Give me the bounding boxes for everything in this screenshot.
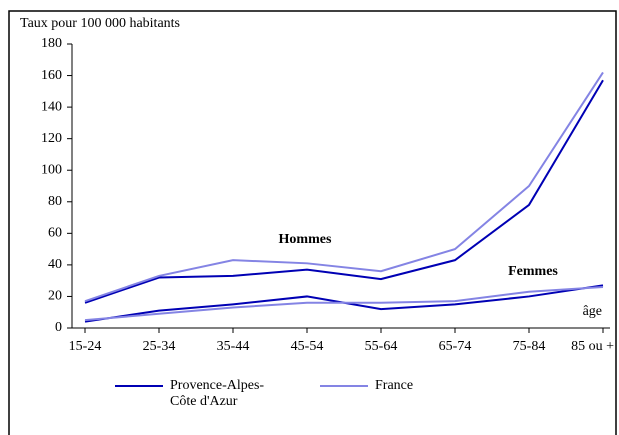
x-tick-label: 45-54: [291, 339, 324, 354]
x-tick-label: 65-74: [439, 339, 472, 354]
series-line: [84, 285, 604, 322]
series-line: [84, 71, 604, 303]
frame: [8, 10, 617, 435]
y-tick-label: 140: [41, 99, 62, 114]
x-tick-label: 75-84: [513, 339, 546, 354]
series-line: [84, 79, 604, 304]
x-tick-label: 55-64: [365, 339, 398, 354]
y-tick-label: 180: [41, 36, 62, 51]
legend-label: France: [375, 378, 414, 393]
y-tick-label: 60: [48, 226, 62, 241]
y-tick-label: 120: [41, 131, 62, 146]
x-axis-label: âge: [583, 304, 602, 319]
y-tick-label: 20: [48, 289, 62, 304]
y-tick-label: 0: [55, 320, 62, 335]
y-tick-label: 100: [41, 162, 62, 177]
y-tick-label: 160: [41, 68, 62, 83]
x-tick-label: 85 ou +: [571, 339, 614, 354]
y-axis-label: Taux pour 100 000 habitants: [20, 16, 180, 31]
y-tick-label: 40: [48, 257, 62, 272]
x-tick-label: 25-34: [143, 339, 176, 354]
group-label: Femmes: [508, 264, 558, 279]
x-tick-label: 35-44: [217, 339, 250, 354]
x-tick-label: 15-24: [69, 339, 102, 354]
legend-label: Provence-Alpes-Côte d'Azur: [170, 378, 265, 409]
y-tick-label: 80: [48, 194, 62, 209]
group-label: Hommes: [279, 232, 332, 247]
